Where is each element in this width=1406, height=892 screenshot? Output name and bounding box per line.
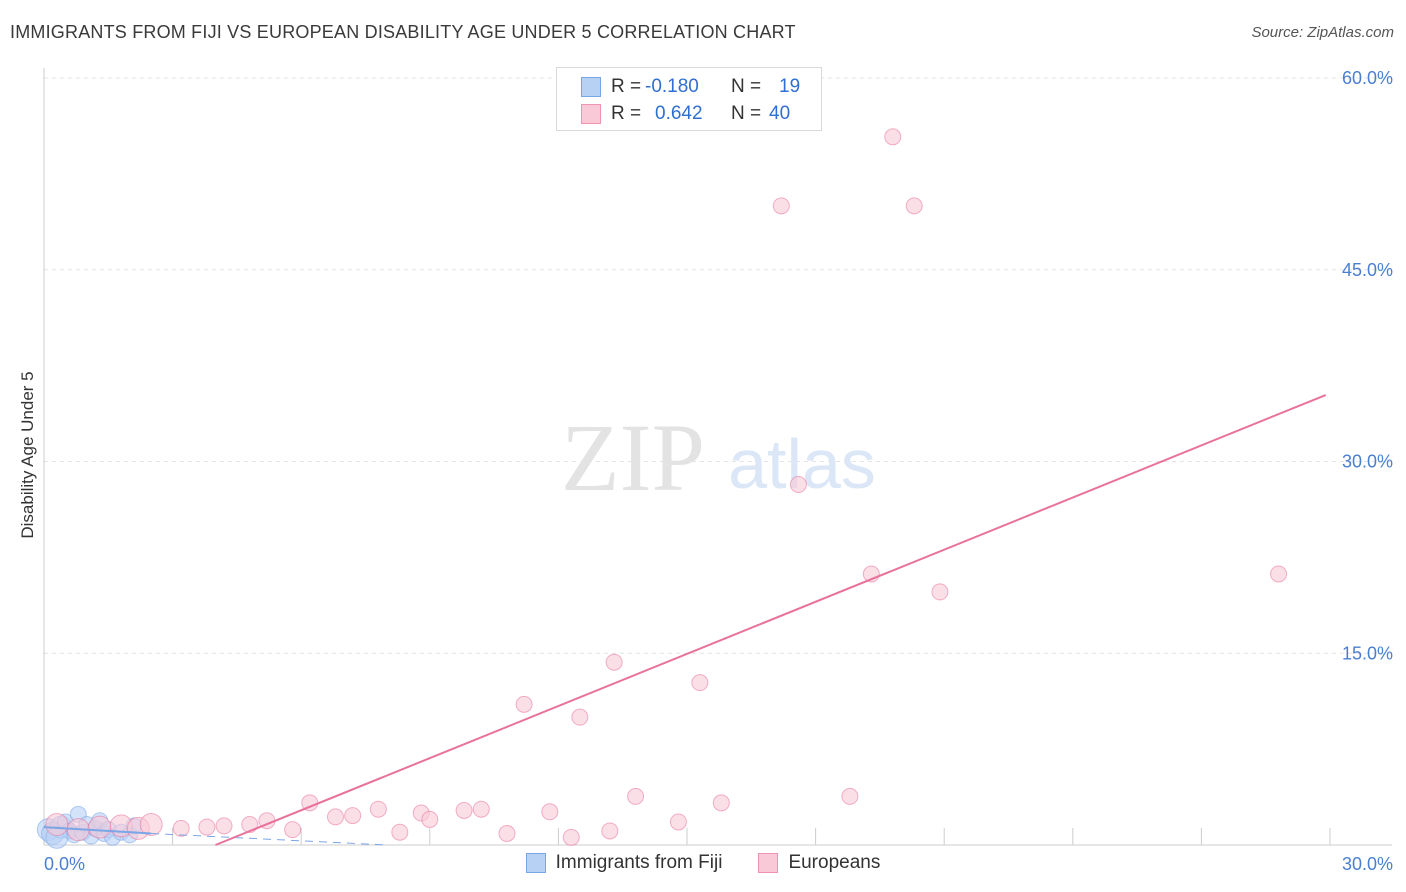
europeans-point-18	[421, 810, 439, 828]
series-label-europeans: Europeans	[788, 852, 881, 873]
europeans-point-33	[789, 476, 807, 494]
europeans-point-31	[712, 794, 730, 812]
y-tick-label-2: 45.0%	[1342, 260, 1393, 280]
x-tick-label-1: 30.0%	[1342, 854, 1393, 874]
watermark-zip: ZIP	[561, 404, 705, 511]
europeans-point-26	[601, 822, 619, 840]
watermark: ZIP atlas	[561, 404, 876, 511]
legend-r-value: -0.180	[645, 76, 699, 97]
europeans-point-14	[344, 807, 362, 825]
correlation-legend: R = -0.180 N = 19 R = 0.642 N = 40	[556, 67, 822, 131]
chart-title: IMMIGRANTS FROM FIJI VS EUROPEAN DISABIL…	[10, 22, 796, 42]
legend-r-value: 0.642	[655, 103, 703, 124]
fiji-trend-line	[43, 826, 152, 835]
europeans-trend-line	[215, 394, 1327, 846]
europeans-point-6	[172, 819, 190, 837]
legend-r-label: R =	[611, 76, 642, 97]
legend-swatch-europeans	[581, 104, 601, 124]
europeans-point-8	[215, 817, 233, 835]
europeans-point-16	[391, 823, 409, 841]
y-axis-tick-labels: 15.0% 30.0% 45.0% 60.0%	[1342, 68, 1393, 663]
x-axis-ticks	[172, 828, 1331, 845]
legend-swatch-fiji	[581, 77, 601, 97]
europeans-point-21	[498, 824, 516, 842]
europeans-point-30	[691, 674, 709, 692]
europeans-point-32	[772, 197, 790, 215]
series-label-fiji: Immigrants from Fiji	[555, 852, 723, 873]
series-legend-fiji[interactable]: Immigrants from Fiji	[525, 852, 723, 874]
series-swatch-fiji	[525, 853, 546, 873]
source-label: Source: ZipAtlas.com	[1251, 24, 1394, 41]
fiji-trend-extension	[151, 832, 387, 846]
legend-n-label: N =	[731, 103, 762, 124]
europeans-point-15	[369, 800, 387, 818]
legend-row-fiji: R = -0.180 N = 19	[581, 74, 800, 100]
europeans-point-39	[1270, 565, 1288, 583]
trend-lines	[43, 394, 1327, 846]
europeans-point-22	[515, 695, 533, 713]
series-legend-europeans[interactable]: Europeans	[758, 852, 880, 874]
europeans-point-7	[198, 818, 216, 836]
europeans-point-28	[627, 787, 645, 805]
y-tick-label-0: 15.0%	[1342, 643, 1393, 663]
legend-n-label: N =	[731, 76, 762, 97]
europeans-point-13	[326, 808, 344, 826]
x-tick-label-0: 0.0%	[44, 854, 85, 874]
y-tick-label-1: 30.0%	[1342, 452, 1393, 472]
legend-r-label: R =	[611, 103, 642, 124]
series-legend: Immigrants from Fiji Europeans	[0, 852, 1406, 874]
europeans-point-0	[45, 813, 69, 837]
y-axis-label: Disability Age Under 5	[18, 371, 37, 538]
europeans-point-20	[472, 800, 490, 818]
x-axis-tick-labels: 0.0% 30.0%	[44, 854, 1393, 874]
legend-n-value: 40	[769, 103, 791, 124]
europeans-point-11	[284, 821, 302, 839]
europeans-point-24	[562, 828, 580, 846]
europeans-point-37	[905, 197, 923, 215]
europeans-point-36	[884, 128, 902, 146]
europeans-point-29	[669, 813, 687, 831]
legend-row-europeans: R = 0.642 N = 40	[581, 101, 790, 127]
europeans-point-34	[841, 787, 859, 805]
scatter-points	[36, 128, 1288, 849]
europeans-point-2	[88, 815, 112, 839]
legend-n-value: 19	[779, 76, 801, 97]
europeans-point-27	[605, 653, 623, 671]
y-tick-label-3: 60.0%	[1342, 68, 1393, 88]
europeans-point-38	[931, 583, 949, 601]
europeans-point-23	[541, 803, 559, 821]
europeans-point-25	[571, 708, 589, 726]
europeans-point-5	[139, 813, 163, 837]
grid-lines	[44, 77, 1392, 654]
series-swatch-europeans	[758, 853, 779, 873]
europeans-point-19	[455, 801, 473, 819]
